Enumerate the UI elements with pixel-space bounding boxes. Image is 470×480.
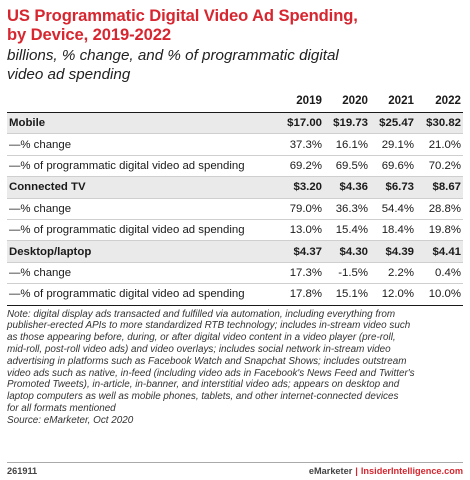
cell-value-2021: 54.4% [370, 198, 416, 220]
table-row: —% of programmatic digital video ad spen… [7, 283, 463, 306]
brand-insider-intelligence: InsiderIntelligence.com [360, 466, 463, 476]
title-line-2: by Device, 2019-2022 [7, 25, 172, 44]
note-line: laptop computers as well as mobile phone… [7, 391, 399, 403]
column-header-row: 2019 2020 2021 2022 [7, 94, 463, 113]
column-header-2021: 2021 [388, 94, 414, 107]
chart-note: Note: digital display ads transacted and… [7, 309, 463, 415]
note-line: video ads such as native, in-feed (inclu… [7, 367, 415, 379]
cell-value-2019: 69.2% [278, 155, 324, 178]
row-label: Connected TV [7, 176, 278, 199]
row-label: —% of programmatic digital video ad spen… [7, 283, 278, 306]
column-header-2022: 2022 [435, 94, 461, 107]
note-line: advertising in platforms such as Faceboo… [7, 355, 407, 367]
cell-value-2022: $4.41 [416, 240, 463, 263]
cell-value-2019: $4.37 [278, 240, 324, 263]
cell-value-2020: $4.36 [324, 176, 370, 199]
table-row: —% of programmatic digital video ad spen… [7, 155, 463, 178]
cell-value-2022: 19.8% [416, 219, 463, 242]
column-header-blank [7, 94, 278, 113]
cell-value-2022: 21.0% [416, 133, 463, 156]
table-row: —% change 17.3% -1.5% 2.2% 0.4% [7, 262, 463, 285]
cell-value-2022: 70.2% [416, 155, 463, 178]
cell-value-2021: 18.4% [370, 219, 416, 242]
note-line: mid-roll, post-roll video ads) and video… [7, 343, 391, 355]
chart-subtitle: billions, % change, and % of programmati… [7, 46, 463, 84]
cell-value-2021: $4.39 [370, 240, 416, 263]
chart-title: US Programmatic Digital Video Ad Spendin… [7, 6, 463, 44]
table-body: Mobile $17.00 $19.73 $25.47 $30.82 —% change 3… [7, 111, 463, 306]
cell-value-2019: 17.8% [278, 283, 324, 306]
brand-emarketer: eMarketer [308, 466, 353, 476]
table-group-row: Connected TV $3.20 $4.36 $6.73 $8.67 [7, 176, 463, 199]
cell-value-2019: 79.0% [278, 198, 324, 220]
row-label: —% of programmatic digital video ad spen… [7, 219, 278, 242]
cell-value-2022: 10.0% [416, 283, 463, 306]
cell-value-2022: 0.4% [416, 262, 463, 285]
note-line: Promoted Tweets), in-article, in-banner,… [7, 379, 400, 391]
cell-value-2020: 16.1% [324, 133, 370, 156]
chart-container: US Programmatic Digital Video Ad Spendin… [7, 6, 463, 426]
row-label: —% change [7, 198, 278, 220]
note-line: as those appearing before, during, or af… [7, 332, 396, 344]
row-label: Mobile [7, 111, 278, 135]
row-label: —% change [7, 133, 278, 156]
table-row: —% change 79.0% 36.3% 54.4% 28.8% [7, 198, 463, 220]
cell-value-2020: 36.3% [324, 198, 370, 220]
table-row: —% change 37.3% 16.1% 29.1% 21.0% [7, 133, 463, 156]
table-group-row: Desktop/laptop $4.37 $4.30 $4.39 $4.41 [7, 240, 463, 263]
cell-value-2020: -1.5% [324, 262, 370, 285]
footer-brand: eMarketer | InsiderIntelligence.com [309, 466, 463, 476]
subtitle-line-2: video ad spending [7, 66, 131, 83]
cell-value-2021: 69.6% [370, 155, 416, 178]
cell-value-2019: 17.3% [278, 262, 324, 285]
column-header-2019: 2019 [296, 94, 322, 107]
cell-value-2019: 37.3% [278, 133, 324, 156]
row-label: —% change [7, 262, 278, 285]
cell-value-2019: $17.00 [278, 111, 324, 135]
title-line-1: US Programmatic Digital Video Ad Spendin… [7, 6, 358, 25]
cell-value-2020: 15.1% [324, 283, 370, 306]
cell-value-2021: 12.0% [370, 283, 416, 306]
cell-value-2021: $25.47 [370, 111, 416, 135]
cell-value-2020: 15.4% [324, 219, 370, 242]
row-label: Desktop/laptop [7, 240, 278, 263]
cell-value-2022: $30.82 [416, 111, 463, 135]
cell-value-2022: $8.67 [416, 176, 463, 199]
data-table: 2019 2020 2021 2022 Mobile $17.00 $19.73 $2… [7, 94, 463, 306]
subtitle-line-1: billions, % change, and % of programmati… [7, 47, 339, 64]
cell-value-2019: $3.20 [278, 176, 324, 199]
cell-value-2021: $6.73 [370, 176, 416, 199]
cell-value-2020: $19.73 [324, 111, 370, 135]
cell-value-2021: 29.1% [370, 133, 416, 156]
cell-value-2020: $4.30 [324, 240, 370, 263]
cell-value-2022: 28.8% [416, 198, 463, 220]
brand-separator: | [355, 466, 358, 476]
chart-source: Source: eMarketer, Oct 2020 [7, 414, 134, 426]
cell-value-2020: 69.5% [324, 155, 370, 178]
note-line: Note: digital display ads transacted and… [7, 308, 396, 320]
table-group-row: Mobile $17.00 $19.73 $25.47 $30.82 [7, 111, 463, 135]
cell-value-2021: 2.2% [370, 262, 416, 285]
table-row: —% of programmatic digital video ad spen… [7, 219, 463, 242]
note-line: publisher-erected APIs to more standardi… [7, 320, 411, 332]
chart-id: 261911 [7, 466, 38, 476]
note-line: for all formats mentioned [7, 402, 116, 414]
cell-value-2019: 13.0% [278, 219, 324, 242]
row-label: —% of programmatic digital video ad spen… [7, 155, 278, 178]
column-header-2020: 2020 [342, 94, 368, 107]
footer-divider [7, 462, 463, 463]
